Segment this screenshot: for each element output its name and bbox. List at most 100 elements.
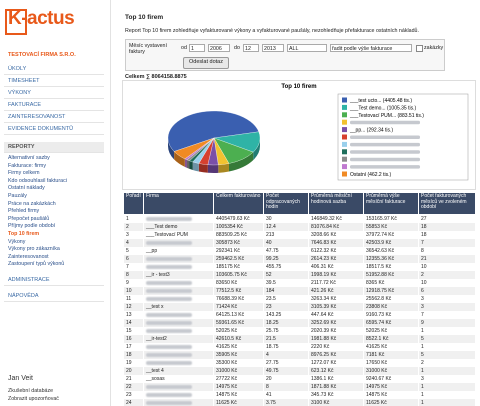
table-cell: 7 — [123, 263, 144, 271]
sort-select[interactable]: řadit podle výše fakturace — [330, 44, 412, 52]
table-cell: 14875 Kč — [363, 391, 419, 399]
to-label: do — [234, 45, 240, 51]
from-month[interactable]: 1 — [189, 44, 205, 52]
legend-blur — [350, 142, 420, 147]
table-cell — [143, 351, 214, 359]
table-row: 11 76688.39 Kč 23.5 3263.34 Kč 25562.8 Kč 3 — [123, 295, 475, 303]
table-row: 7 185175 Kč 455.75 406.31 Kč 18517.5 Kč 10 — [123, 263, 475, 271]
table-cell: 83650 Kč — [213, 279, 264, 287]
table-cell: 4 — [263, 351, 309, 359]
table-cell: 10 — [123, 287, 144, 295]
table-cell: 184 — [263, 287, 309, 295]
report-link[interactable]: Pauzály — [8, 193, 27, 199]
redacted — [146, 256, 192, 261]
to-month[interactable]: 12 — [243, 44, 259, 52]
table-cell: 27722 Kč — [213, 375, 264, 383]
report-link[interactable]: Fakturace: firmy — [8, 162, 46, 169]
menu-item[interactable]: EVIDENCE DOKUMENTŮ — [4, 124, 104, 135]
checkbox[interactable] — [416, 45, 423, 52]
submit-button[interactable]: Odeslat dotaz — [183, 57, 229, 69]
table-row: 16 __ir-test2 42610.5 Kč 21.5 1981.88 Kč 8522… — [123, 335, 475, 343]
report-link[interactable]: Zainteresovanost — [8, 253, 49, 260]
report-link[interactable]: Výkony — [8, 238, 26, 245]
report-link[interactable]: Práce na zakázkách — [8, 200, 56, 207]
table-cell: 2614.23 Kč — [308, 255, 364, 263]
menu-item[interactable]: NÁPOVĚDA — [4, 291, 104, 302]
table-cell: 16 — [123, 335, 144, 343]
table-cell: 455.75 — [263, 263, 309, 271]
legend-swatch — [342, 112, 347, 118]
report-link[interactable]: Přepočet paušálů — [8, 215, 50, 222]
table-cell: 39.5 — [263, 279, 309, 287]
report-description: Report Top 10 firem zohledňuje vyfakturo… — [125, 28, 419, 34]
scope-select[interactable]: ALL — [287, 44, 327, 52]
table-row: 20 __test 4 31000 Kč 49.75 623.12 Kč 31000 Kč… — [123, 367, 475, 375]
table-cell: 3208.66 Kč — [308, 231, 364, 239]
menu-item[interactable]: ÚKOLY — [4, 64, 104, 75]
table-row: 4 305873 Kč 40 7646.83 Kč 42503.9 Kč 7 — [123, 239, 475, 247]
legend-swatch — [342, 119, 347, 125]
user-link[interactable]: Zobrazit upozorňovač — [8, 396, 59, 402]
user-link[interactable]: Zkušební databáze — [8, 388, 54, 394]
redacted — [146, 320, 192, 325]
report-link[interactable]: Přehled firmy — [8, 208, 40, 215]
table-cell: 2 — [418, 359, 475, 367]
table-cell: 9160.73 Kč — [363, 311, 419, 319]
menu-item[interactable]: ZAINTERESOVANOST — [4, 112, 104, 123]
table-row: 23 14875 Kč 41 345.73 Kč 14875 Kč 1 — [123, 391, 475, 399]
menu-item[interactable]: VÝKONY — [4, 88, 104, 99]
report-link[interactable]: Kdo odsouhlasil fakturaci — [8, 177, 67, 184]
legend-label: Ostatní (462.2 tis.) — [350, 172, 391, 178]
report-link[interactable]: Zastoupení typů výkonů — [8, 261, 65, 268]
report-link[interactable]: Výkony pro zákazníka — [8, 246, 60, 253]
pie-side — [189, 160, 193, 170]
table-cell: 23 — [123, 391, 144, 399]
pie-slice — [167, 110, 259, 152]
column-header: Pořadí — [123, 192, 144, 215]
table-cell: 1 — [418, 367, 475, 375]
redacted — [146, 392, 192, 397]
table-cell: 18 — [418, 223, 475, 231]
report-link[interactable]: Příjmy podle období — [8, 223, 56, 230]
table-row: 22 14975 Kč 8 1871.88 Kč 14975 Kč 1 — [123, 383, 475, 391]
from-year[interactable]: 2006 — [208, 44, 230, 52]
table-cell: 8 — [418, 247, 475, 255]
table-row: 21 __sosas 27722 Kč 20 1386.1 Kč 9240.67 Kč 3 — [123, 375, 475, 383]
menu-item[interactable]: ADMINISTRACE — [4, 275, 104, 286]
table-cell: 1871.88 Kč — [308, 383, 364, 391]
filter-label: Měsíc vystavení faktury — [129, 43, 167, 55]
table-cell: 35905 Kč — [213, 351, 264, 359]
report-link[interactable]: Top 10 firem — [8, 231, 40, 237]
legend-swatch — [342, 127, 347, 133]
to-year[interactable]: 2013 — [262, 44, 284, 52]
table-cell: 345.73 Kč — [308, 391, 364, 399]
table-cell: 1 — [418, 399, 475, 406]
table-cell: 3105.39 Kč — [308, 303, 364, 311]
table-cell: 6595.74 Kč — [363, 319, 419, 327]
legend-label: __pp... (292.34 tis.) — [349, 128, 393, 134]
report-link[interactable]: Alternativní sazby — [8, 155, 50, 161]
table-cell: 6 — [418, 287, 475, 295]
report-link[interactable]: Firmy celkem — [8, 170, 40, 177]
table-cell: 42503.9 Kč — [363, 239, 419, 247]
legend-label: ___Testovací PUM... (883.51 tis.) — [349, 113, 424, 119]
table-cell: 22 — [123, 383, 144, 391]
pie-side — [187, 159, 190, 169]
table-cell — [143, 359, 214, 367]
menu-item[interactable]: TIMESHEET — [4, 76, 104, 87]
redacted — [146, 264, 192, 269]
table-row: 9 83650 Kč 39.5 2117.72 Kč 8365 Kč 10 — [123, 279, 475, 287]
report-title: Top 10 firem — [125, 14, 164, 21]
table-cell: 5 — [123, 247, 144, 255]
report-link[interactable]: Ostatní náklady — [8, 185, 45, 192]
table-cell: 77512.5 Kč — [213, 287, 264, 295]
table-cell: 4405479.63 Kč — [213, 214, 264, 223]
menu-item[interactable]: FAKTURACE — [4, 100, 104, 111]
table-cell: __ir - test3 — [143, 271, 214, 279]
table-cell: 2 — [418, 271, 475, 279]
legend-swatch — [342, 164, 347, 170]
table-cell — [143, 399, 214, 406]
table-cell: 41 — [263, 391, 309, 399]
table-cell: 1 — [123, 214, 144, 223]
logo[interactable]: K-actus — [4, 8, 75, 35]
